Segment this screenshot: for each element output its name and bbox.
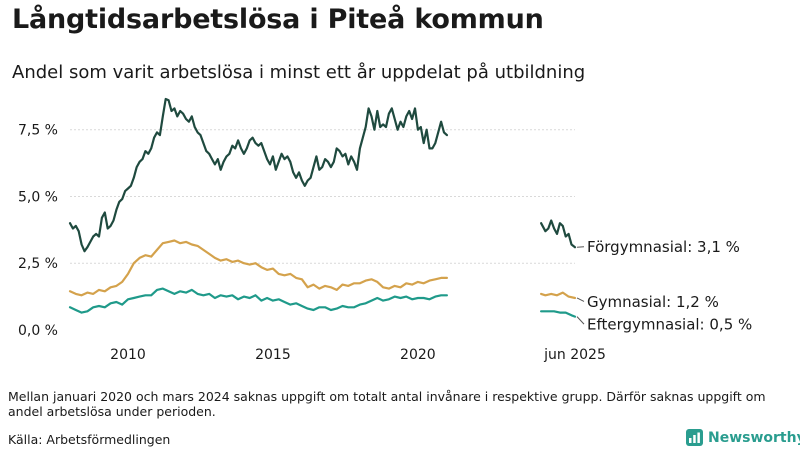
series-line-frgymnasial [540, 219, 577, 249]
series-line-gymnasial [68, 239, 448, 297]
newsworthy-logo[interactable]: Newsworthy [686, 429, 800, 446]
chart-subtitle: Andel som varit arbetslösa i minst ett å… [12, 62, 586, 83]
x-tick-label: 2020 [400, 347, 436, 363]
line-chart: 0,0 % 2,5 % 5,0 % 7,5 % 2010 2015 2020 jun 2025… [18, 97, 752, 363]
series-end-label: Eftergymnasial: 0,5 % [587, 316, 752, 334]
y-tick-label: 5,0 % [18, 189, 58, 205]
logo-text: Newsworthy [708, 429, 800, 446]
label-leader [576, 297, 585, 302]
x-tick-label: 2015 [255, 347, 291, 363]
chart-title: Långtidsarbetslösa i Piteå kommun [12, 4, 544, 35]
series-end-label: Gymnasial: 1,2 % [587, 293, 719, 311]
footnote: Mellan januari 2020 och mars 2024 saknas… [8, 389, 766, 419]
series-line-gymnasial [540, 291, 577, 300]
series-line-eftergymnasial [68, 287, 448, 314]
label-leader [576, 316, 585, 325]
newsworthy-chart-icon [686, 429, 703, 446]
series-line-frgymnasial [68, 97, 448, 253]
x-tick-label: 2010 [110, 347, 146, 363]
y-tick-label: 2,5 % [18, 256, 58, 272]
x-tick-label: jun 2025 [543, 347, 606, 363]
source-note: Källa: Arbetsförmedlingen [8, 432, 171, 447]
y-tick-label: 0,0 % [18, 323, 58, 339]
label-leader [576, 246, 585, 248]
series-end-label: Förgymnasial: 3,1 % [587, 238, 740, 256]
y-tick-label: 7,5 % [18, 123, 58, 139]
series-line-eftergymnasial [540, 310, 577, 318]
